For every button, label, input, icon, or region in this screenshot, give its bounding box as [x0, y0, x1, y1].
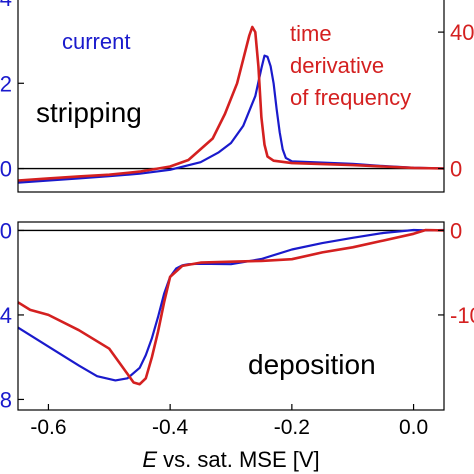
top-legend-derivative-line2: derivative — [290, 53, 384, 78]
x-tick-label: -0.2 — [274, 416, 310, 439]
top-left-ticks: 0 2 4 — [0, 0, 24, 182]
x-axis-label-rest: vs. sat. MSE [V] — [157, 447, 320, 472]
top-right-tick-label: 0 — [450, 157, 462, 182]
bottom-right-ticks: 0 -10 — [438, 218, 474, 328]
bot-right-tick-label: -10 — [450, 303, 474, 328]
x-axis-label: E vs. sat. MSE [V] — [142, 447, 319, 472]
top-left-tick-label: 2 — [0, 71, 12, 96]
top-series-derivative-line — [17, 25, 445, 182]
bottom-plot-frame — [17, 221, 445, 411]
panel-bottom: deposition 0 4 8 0 -10 -0.6 -0.4 -0.2 0.0 E vs… — [0, 218, 474, 472]
top-legend-derivative-line3: of frequency — [290, 85, 411, 110]
bottom-left-ticks: 0 4 8 — [0, 218, 24, 412]
top-plot-area — [17, 25, 445, 184]
bottom-x-ticks: -0.6 -0.4 -0.2 0.0 — [30, 404, 428, 439]
bot-right-tick-label: 0 — [450, 218, 462, 243]
x-tick-label: -0.4 — [152, 416, 189, 439]
top-left-tick-label: 0 — [0, 157, 12, 182]
top-annotation-stripping: stripping — [36, 97, 142, 128]
top-legend-derivative: time derivative of frequency — [290, 21, 411, 110]
top-series-current-line — [17, 54, 445, 184]
bot-left-tick-label: 0 — [0, 218, 12, 243]
bottom-plot-area — [17, 228, 445, 386]
top-legend-derivative-line1: time — [290, 21, 332, 46]
bot-series-derivative-line — [17, 228, 445, 386]
bottom-annotation-deposition: deposition — [248, 349, 376, 380]
top-legend-current: current — [62, 29, 130, 54]
bot-left-tick-label: 4 — [0, 303, 12, 328]
top-left-tick-label: 4 — [0, 0, 12, 11]
bot-left-tick-label: 8 — [0, 387, 12, 412]
top-plot-frame — [17, 0, 445, 193]
x-tick-label: -0.6 — [30, 416, 66, 439]
top-right-ticks: 0 40 — [438, 20, 474, 182]
panel-top: stripping current time derivative of fre… — [0, 0, 474, 193]
top-right-tick-label: 40 — [450, 20, 474, 45]
bot-series-current-line — [17, 228, 445, 382]
x-axis-label-variable: E — [142, 447, 157, 472]
x-tick-label: 0.0 — [399, 416, 428, 439]
